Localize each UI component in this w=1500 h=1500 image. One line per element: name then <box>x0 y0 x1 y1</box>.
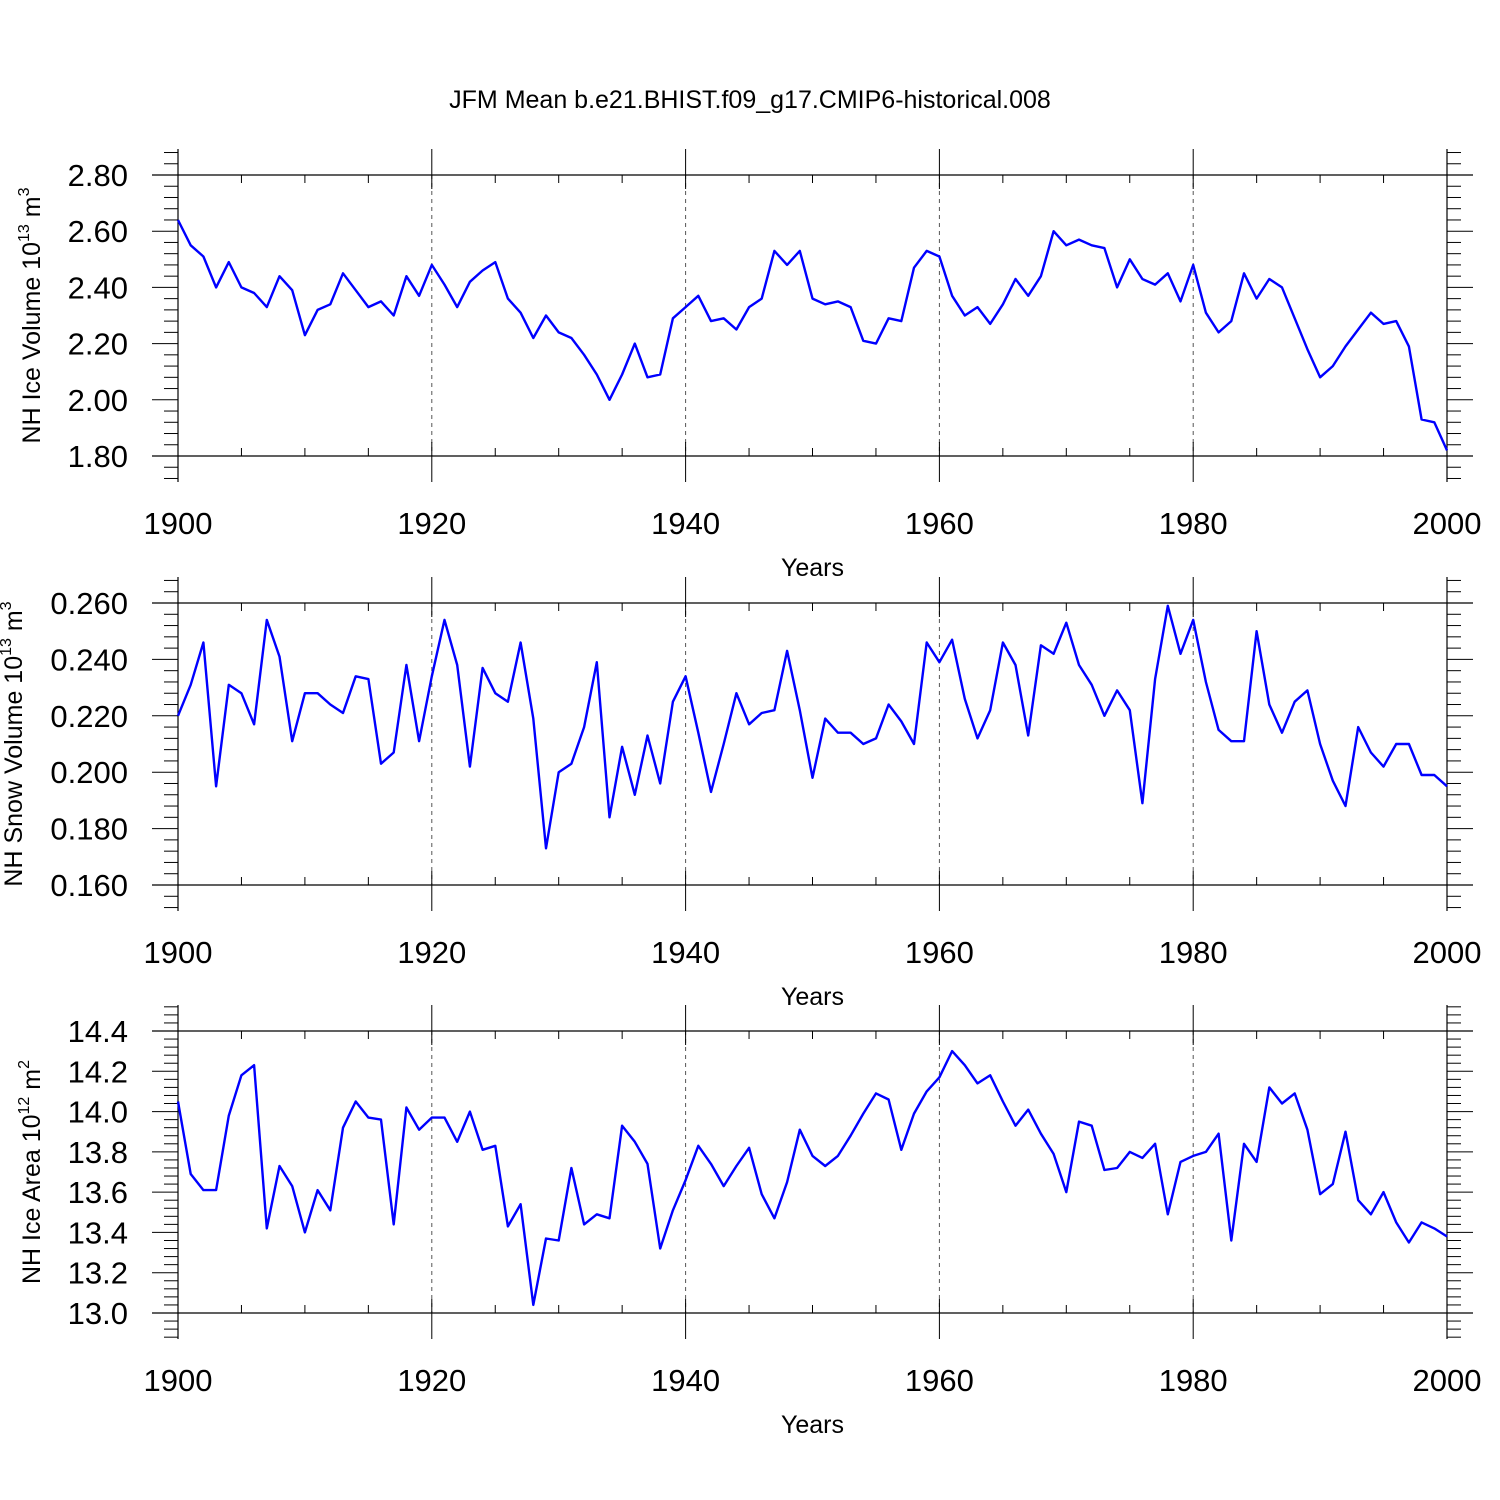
y-tick-label: 13.8 <box>68 1135 128 1170</box>
x-tick-label: 1900 <box>144 935 213 970</box>
series-line <box>176 1049 1448 1307</box>
y-axis-label: NH Ice Area 1012 m2 <box>16 1060 46 1284</box>
x-tick-label: 1940 <box>651 1363 720 1398</box>
x-tick-label: 1900 <box>144 506 213 541</box>
y-tick-label: 13.2 <box>68 1256 128 1291</box>
ice-area-panel: 13.0 13.2 13.4 13.6 13.8 14.0 14.2 14.4 1900 1920… <box>16 1005 1481 1439</box>
y-tick-label: 2.40 <box>68 270 128 305</box>
x-tick-label: 2000 <box>1413 1363 1482 1398</box>
series-line <box>176 604 1448 850</box>
x-tick-label: 1900 <box>144 1363 213 1398</box>
x-tick-label: 1980 <box>1159 1363 1228 1398</box>
x-tick-label: 1920 <box>397 506 466 541</box>
x-axis-label: Years <box>781 1411 844 1439</box>
y-tick-label: 0.160 <box>50 868 128 903</box>
x-tick-label: 1960 <box>905 935 974 970</box>
x-axis-label: Years <box>781 983 844 1011</box>
x-tick-label: 2000 <box>1413 506 1482 541</box>
ice-volume-panel: 1.80 2.00 2.20 2.40 2.60 2.80 1900 1920 1940 1960… <box>16 149 1481 582</box>
x-tick-label: 1940 <box>651 935 720 970</box>
snow-volume-panel: 0.160 0.180 0.200 0.220 0.240 0.260 1900 1920 19… <box>0 577 1481 1011</box>
y-tick-label: 0.200 <box>50 755 128 790</box>
y-tick-label: 1.80 <box>68 439 128 474</box>
y-tick-label: 14.2 <box>68 1054 128 1089</box>
chart-title: JFM Mean b.e21.BHIST.f09_g17.CMIP6-histo… <box>449 86 1051 114</box>
series-line <box>176 219 1449 451</box>
x-axis-label: Years <box>781 554 844 582</box>
y-tick-label: 0.240 <box>50 642 128 677</box>
x-tick-label: 1920 <box>397 1363 466 1398</box>
y-axis-label: NH Snow Volume 1013 m3 <box>0 601 28 886</box>
y-tick-label: 2.80 <box>68 158 128 193</box>
y-tick-label: 0.180 <box>50 812 128 847</box>
y-tick-label: 13.0 <box>68 1296 128 1331</box>
x-tick-label: 1920 <box>397 935 466 970</box>
x-tick-label: 1960 <box>905 1363 974 1398</box>
x-tick-label: 1940 <box>651 506 720 541</box>
y-tick-label: 0.260 <box>50 586 128 621</box>
y-axis-label: NH Ice Volume 1013 m3 <box>16 187 46 443</box>
y-tick-label: 13.6 <box>68 1175 128 1210</box>
x-tick-label: 1980 <box>1159 506 1228 541</box>
x-tick-label: 1960 <box>905 506 974 541</box>
y-tick-label: 0.220 <box>50 699 128 734</box>
x-tick-label: 1980 <box>1159 935 1228 970</box>
x-tick-label: 2000 <box>1413 935 1482 970</box>
y-tick-label: 14.4 <box>68 1014 128 1049</box>
y-tick-label: 2.60 <box>68 214 128 249</box>
y-tick-label: 13.4 <box>68 1215 128 1250</box>
y-tick-label: 14.0 <box>68 1095 128 1130</box>
y-tick-label: 2.20 <box>68 327 128 362</box>
y-tick-label: 2.00 <box>68 383 128 418</box>
